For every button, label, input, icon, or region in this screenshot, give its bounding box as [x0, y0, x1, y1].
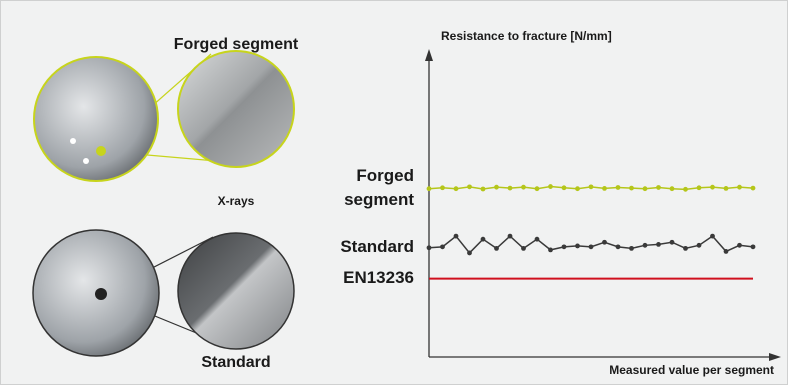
point	[480, 236, 486, 242]
point	[710, 184, 715, 190]
point	[642, 186, 648, 192]
point	[507, 185, 513, 191]
point	[440, 185, 445, 191]
point	[588, 184, 594, 190]
point	[642, 242, 648, 248]
point	[426, 245, 432, 251]
point	[629, 185, 634, 191]
point	[575, 243, 580, 249]
point	[602, 239, 607, 245]
point	[534, 236, 540, 242]
xray-zoom	[177, 232, 295, 350]
y-axis-title: Resistance to fracture [N/mm]	[441, 29, 612, 43]
point	[602, 185, 607, 191]
point	[683, 245, 688, 251]
point	[548, 184, 553, 189]
point	[723, 185, 729, 191]
point	[521, 184, 526, 190]
point	[453, 186, 459, 192]
point	[696, 185, 702, 191]
series-label: Standard	[340, 236, 414, 256]
axis-arrow	[425, 49, 433, 61]
point	[669, 186, 675, 192]
point	[494, 245, 499, 251]
point	[588, 244, 594, 250]
point	[750, 185, 756, 191]
point	[561, 185, 567, 191]
point	[737, 184, 742, 190]
point	[440, 244, 445, 250]
x-axis-title: Measured value per segment	[609, 363, 774, 377]
point	[521, 245, 526, 251]
point	[629, 245, 634, 251]
focus-dot	[96, 146, 106, 156]
point	[656, 185, 661, 190]
blade-image	[33, 56, 159, 182]
point	[534, 186, 540, 192]
point	[710, 233, 715, 239]
focus-dot	[95, 288, 107, 300]
point	[480, 186, 486, 192]
point	[494, 184, 499, 190]
xray-zoom	[177, 50, 295, 168]
point	[669, 239, 675, 245]
point	[683, 186, 688, 192]
point	[548, 247, 553, 253]
point	[696, 242, 702, 248]
point	[737, 242, 742, 248]
point	[467, 250, 472, 256]
xray-label: X-rays	[218, 194, 255, 208]
blade-hole	[83, 158, 89, 164]
point	[656, 241, 661, 247]
point	[750, 244, 756, 250]
point	[507, 233, 513, 239]
point	[615, 185, 621, 190]
series-label: Forged segment	[344, 165, 414, 209]
series-label: EN13236	[343, 267, 414, 287]
point	[426, 186, 432, 192]
point	[723, 249, 729, 254]
standard-title: Standard	[201, 354, 270, 371]
point	[615, 244, 621, 250]
point	[561, 244, 567, 250]
point	[575, 186, 580, 192]
point	[453, 233, 459, 239]
blade-hole	[70, 138, 76, 144]
point	[467, 184, 472, 190]
forged-title: Forged segment	[174, 36, 299, 53]
axis-arrow	[769, 353, 781, 361]
